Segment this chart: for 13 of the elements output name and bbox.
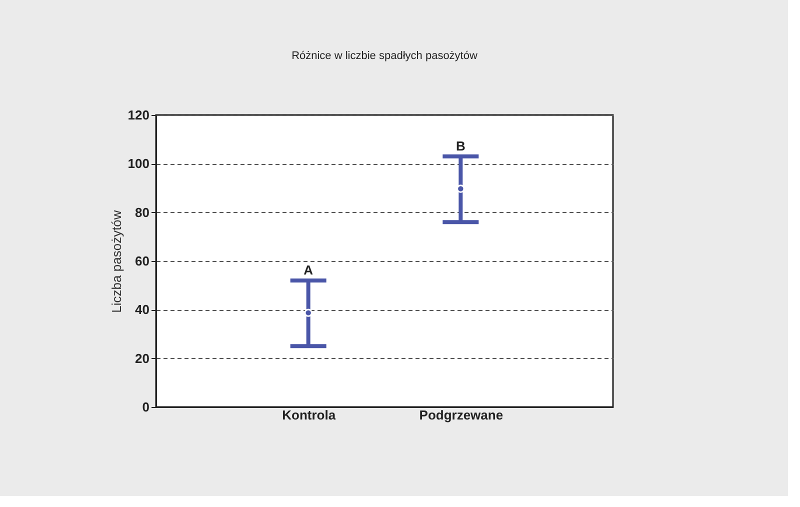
y-tick-label: 100 bbox=[128, 156, 150, 172]
chart-title: Różnice w liczbie spadłych pasożytów bbox=[292, 50, 478, 62]
y-tick-label: 40 bbox=[135, 302, 150, 318]
y-axis-title: Liczba pasożytów bbox=[108, 210, 124, 313]
annotation: B bbox=[456, 138, 466, 154]
y-tick-label: 80 bbox=[135, 204, 150, 220]
x-tick-label: Kontrola bbox=[282, 408, 336, 422]
y-tick-label: 20 bbox=[135, 350, 150, 366]
x-tick-label: Podgrzewane bbox=[419, 408, 504, 422]
y-tick-label: 60 bbox=[135, 254, 150, 268]
annotation: A bbox=[304, 262, 314, 278]
y-tick-label: 120 bbox=[128, 108, 150, 122]
y-tick-label: 0 bbox=[142, 400, 150, 414]
